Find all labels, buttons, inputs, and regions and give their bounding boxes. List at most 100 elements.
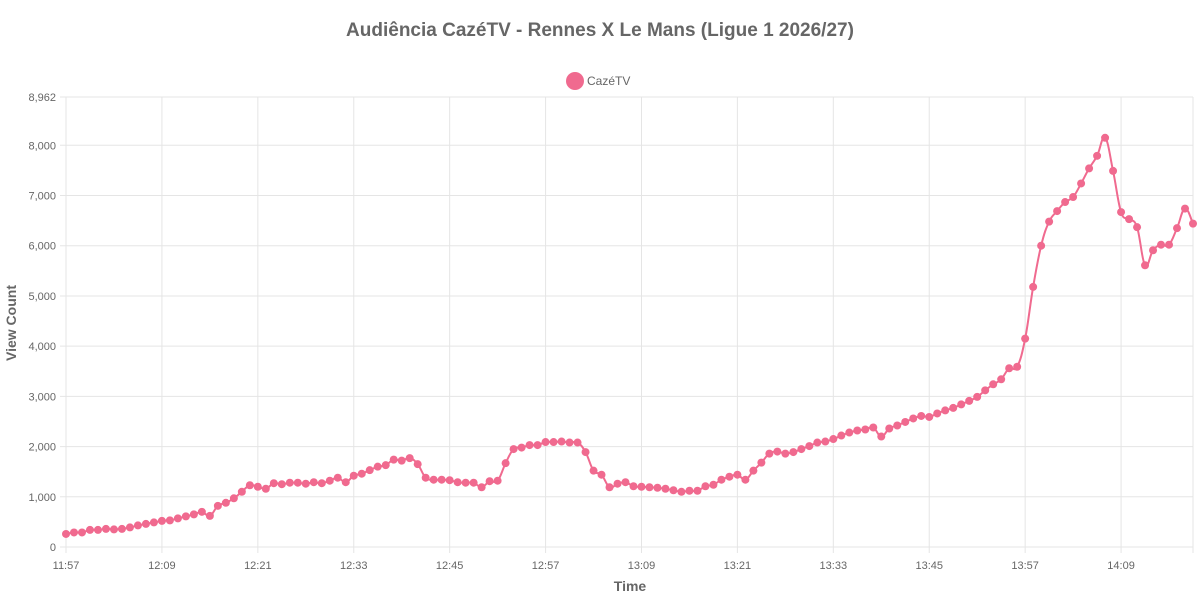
data-point[interactable] (949, 403, 958, 412)
data-point[interactable] (117, 524, 126, 533)
data-point[interactable] (77, 528, 86, 537)
data-point[interactable] (757, 458, 766, 467)
data-point[interactable] (933, 409, 942, 418)
data-point[interactable] (989, 380, 998, 389)
data-point[interactable] (957, 400, 966, 409)
data-point[interactable] (1173, 224, 1182, 233)
data-point[interactable] (733, 470, 742, 479)
data-point[interactable] (653, 483, 662, 492)
data-point[interactable] (509, 445, 518, 454)
data-point[interactable] (549, 438, 558, 447)
data-point[interactable] (1141, 261, 1150, 270)
data-point[interactable] (589, 466, 598, 475)
data-point[interactable] (901, 417, 910, 426)
data-point[interactable] (821, 437, 830, 446)
data-point[interactable] (421, 473, 430, 482)
data-point[interactable] (397, 456, 406, 465)
data-point[interactable] (541, 438, 550, 447)
data-point[interactable] (245, 481, 254, 490)
data-point[interactable] (437, 475, 446, 484)
data-point[interactable] (637, 482, 646, 491)
data-point[interactable] (341, 478, 350, 487)
data-point[interactable] (469, 478, 478, 487)
data-point[interactable] (261, 484, 270, 493)
data-point[interactable] (173, 514, 182, 523)
data-point[interactable] (829, 435, 838, 444)
data-point[interactable] (445, 476, 454, 485)
data-point[interactable] (517, 443, 526, 452)
data-point[interactable] (373, 462, 382, 471)
data-point[interactable] (1149, 246, 1158, 255)
data-point[interactable] (149, 518, 158, 527)
data-point[interactable] (213, 501, 222, 510)
data-point[interactable] (493, 476, 502, 485)
data-point[interactable] (1189, 219, 1197, 228)
data-point[interactable] (389, 455, 398, 464)
data-point[interactable] (1133, 223, 1142, 232)
data-point[interactable] (157, 516, 166, 525)
data-point[interactable] (501, 459, 510, 468)
data-point[interactable] (533, 441, 542, 450)
data-point[interactable] (677, 487, 686, 496)
data-point[interactable] (621, 478, 630, 487)
data-point[interactable] (285, 478, 294, 487)
data-point[interactable] (309, 478, 318, 487)
data-point[interactable] (429, 475, 438, 484)
data-point[interactable] (1117, 208, 1126, 217)
data-point[interactable] (813, 438, 822, 447)
data-point[interactable] (965, 396, 974, 405)
data-point[interactable] (197, 507, 206, 516)
data-point[interactable] (237, 487, 246, 496)
data-point[interactable] (925, 412, 934, 421)
data-point[interactable] (405, 454, 414, 463)
data-point[interactable] (605, 483, 614, 492)
data-point[interactable] (253, 482, 262, 491)
data-point[interactable] (93, 525, 102, 534)
data-point[interactable] (805, 442, 814, 451)
data-point[interactable] (269, 479, 278, 488)
data-point[interactable] (709, 480, 718, 489)
data-point[interactable] (413, 460, 422, 469)
data-point[interactable] (749, 466, 758, 475)
data-point[interactable] (909, 414, 918, 423)
data-point[interactable] (1013, 362, 1022, 371)
data-point[interactable] (349, 471, 358, 480)
data-point[interactable] (229, 494, 238, 503)
data-point[interactable] (997, 375, 1006, 384)
data-point[interactable] (1077, 179, 1086, 188)
data-point[interactable] (325, 476, 334, 485)
data-point[interactable] (669, 486, 678, 495)
data-point[interactable] (189, 510, 198, 519)
data-point[interactable] (837, 431, 846, 440)
data-point[interactable] (221, 498, 230, 507)
data-point[interactable] (141, 519, 150, 528)
legend[interactable]: CazéTV (566, 72, 630, 90)
data-point[interactable] (365, 466, 374, 475)
data-point[interactable] (317, 479, 326, 488)
data-point[interactable] (573, 438, 582, 447)
data-point[interactable] (1029, 282, 1038, 291)
data-point[interactable] (101, 524, 110, 533)
data-point[interactable] (1037, 241, 1046, 250)
data-point[interactable] (797, 445, 806, 454)
data-point[interactable] (301, 479, 310, 488)
data-point[interactable] (725, 472, 734, 481)
data-point[interactable] (1069, 193, 1078, 202)
data-point[interactable] (1093, 151, 1102, 160)
data-point[interactable] (1165, 240, 1174, 249)
data-point[interactable] (1125, 215, 1134, 224)
data-point[interactable] (741, 475, 750, 484)
data-point[interactable] (461, 478, 470, 487)
data-point[interactable] (1045, 217, 1054, 226)
data-point[interactable] (869, 423, 878, 432)
data-point[interactable] (685, 486, 694, 495)
data-point[interactable] (485, 477, 494, 486)
data-point[interactable] (477, 483, 486, 492)
data-point[interactable] (133, 521, 142, 530)
data-point[interactable] (693, 486, 702, 495)
data-point[interactable] (661, 484, 670, 493)
data-point[interactable] (645, 483, 654, 492)
data-point[interactable] (701, 482, 710, 491)
data-point[interactable] (941, 406, 950, 415)
data-point[interactable] (613, 479, 622, 488)
